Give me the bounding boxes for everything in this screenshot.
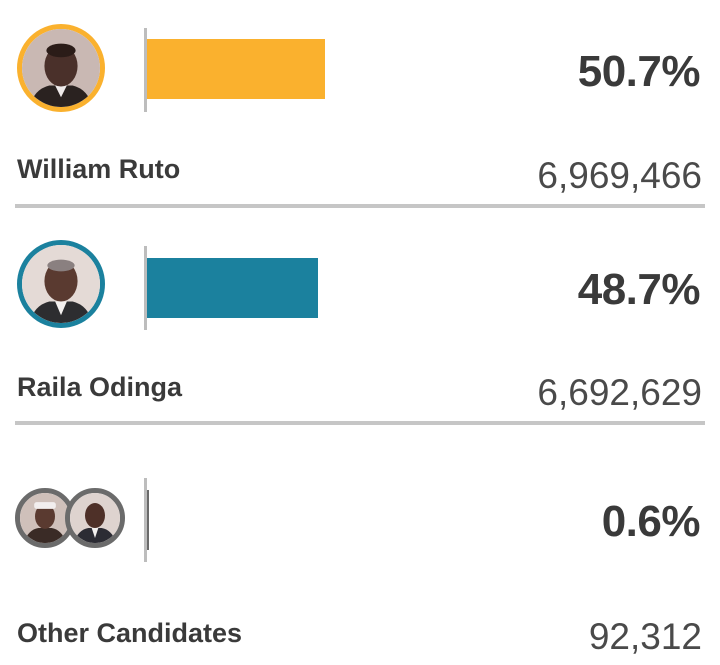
candidate-name: Raila Odinga <box>17 372 183 402</box>
candidate-name: William Ruto <box>17 154 181 184</box>
vote-share-percent: 50.7% <box>577 47 701 96</box>
ruto-portrait-icon <box>17 24 105 112</box>
vote-count: 6,969,466 <box>537 155 702 196</box>
other-candidate-portrait-icon <box>65 488 125 548</box>
vote-count: 6,692,629 <box>537 372 702 413</box>
portrait-icon <box>20 493 70 543</box>
portrait-icon <box>22 245 100 323</box>
vote-count: 92,312 <box>588 616 702 657</box>
bar-axis-line <box>144 478 147 562</box>
vote-share-bar-odinga <box>147 258 319 318</box>
vote-share-bar-ruto <box>147 39 326 99</box>
candidate-name: Other Candidates <box>17 618 243 648</box>
bar-axis-line <box>144 28 147 112</box>
row-divider <box>15 421 705 425</box>
row-divider <box>15 204 705 208</box>
vote-share-percent: 48.7% <box>577 265 701 314</box>
bar-axis-line <box>144 246 147 330</box>
vote-share-percent: 0.6% <box>601 497 701 546</box>
portrait-icon <box>70 493 120 543</box>
portrait-icon <box>22 29 100 107</box>
vote-share-bar-others <box>147 490 150 550</box>
odinga-portrait-icon <box>17 240 105 328</box>
